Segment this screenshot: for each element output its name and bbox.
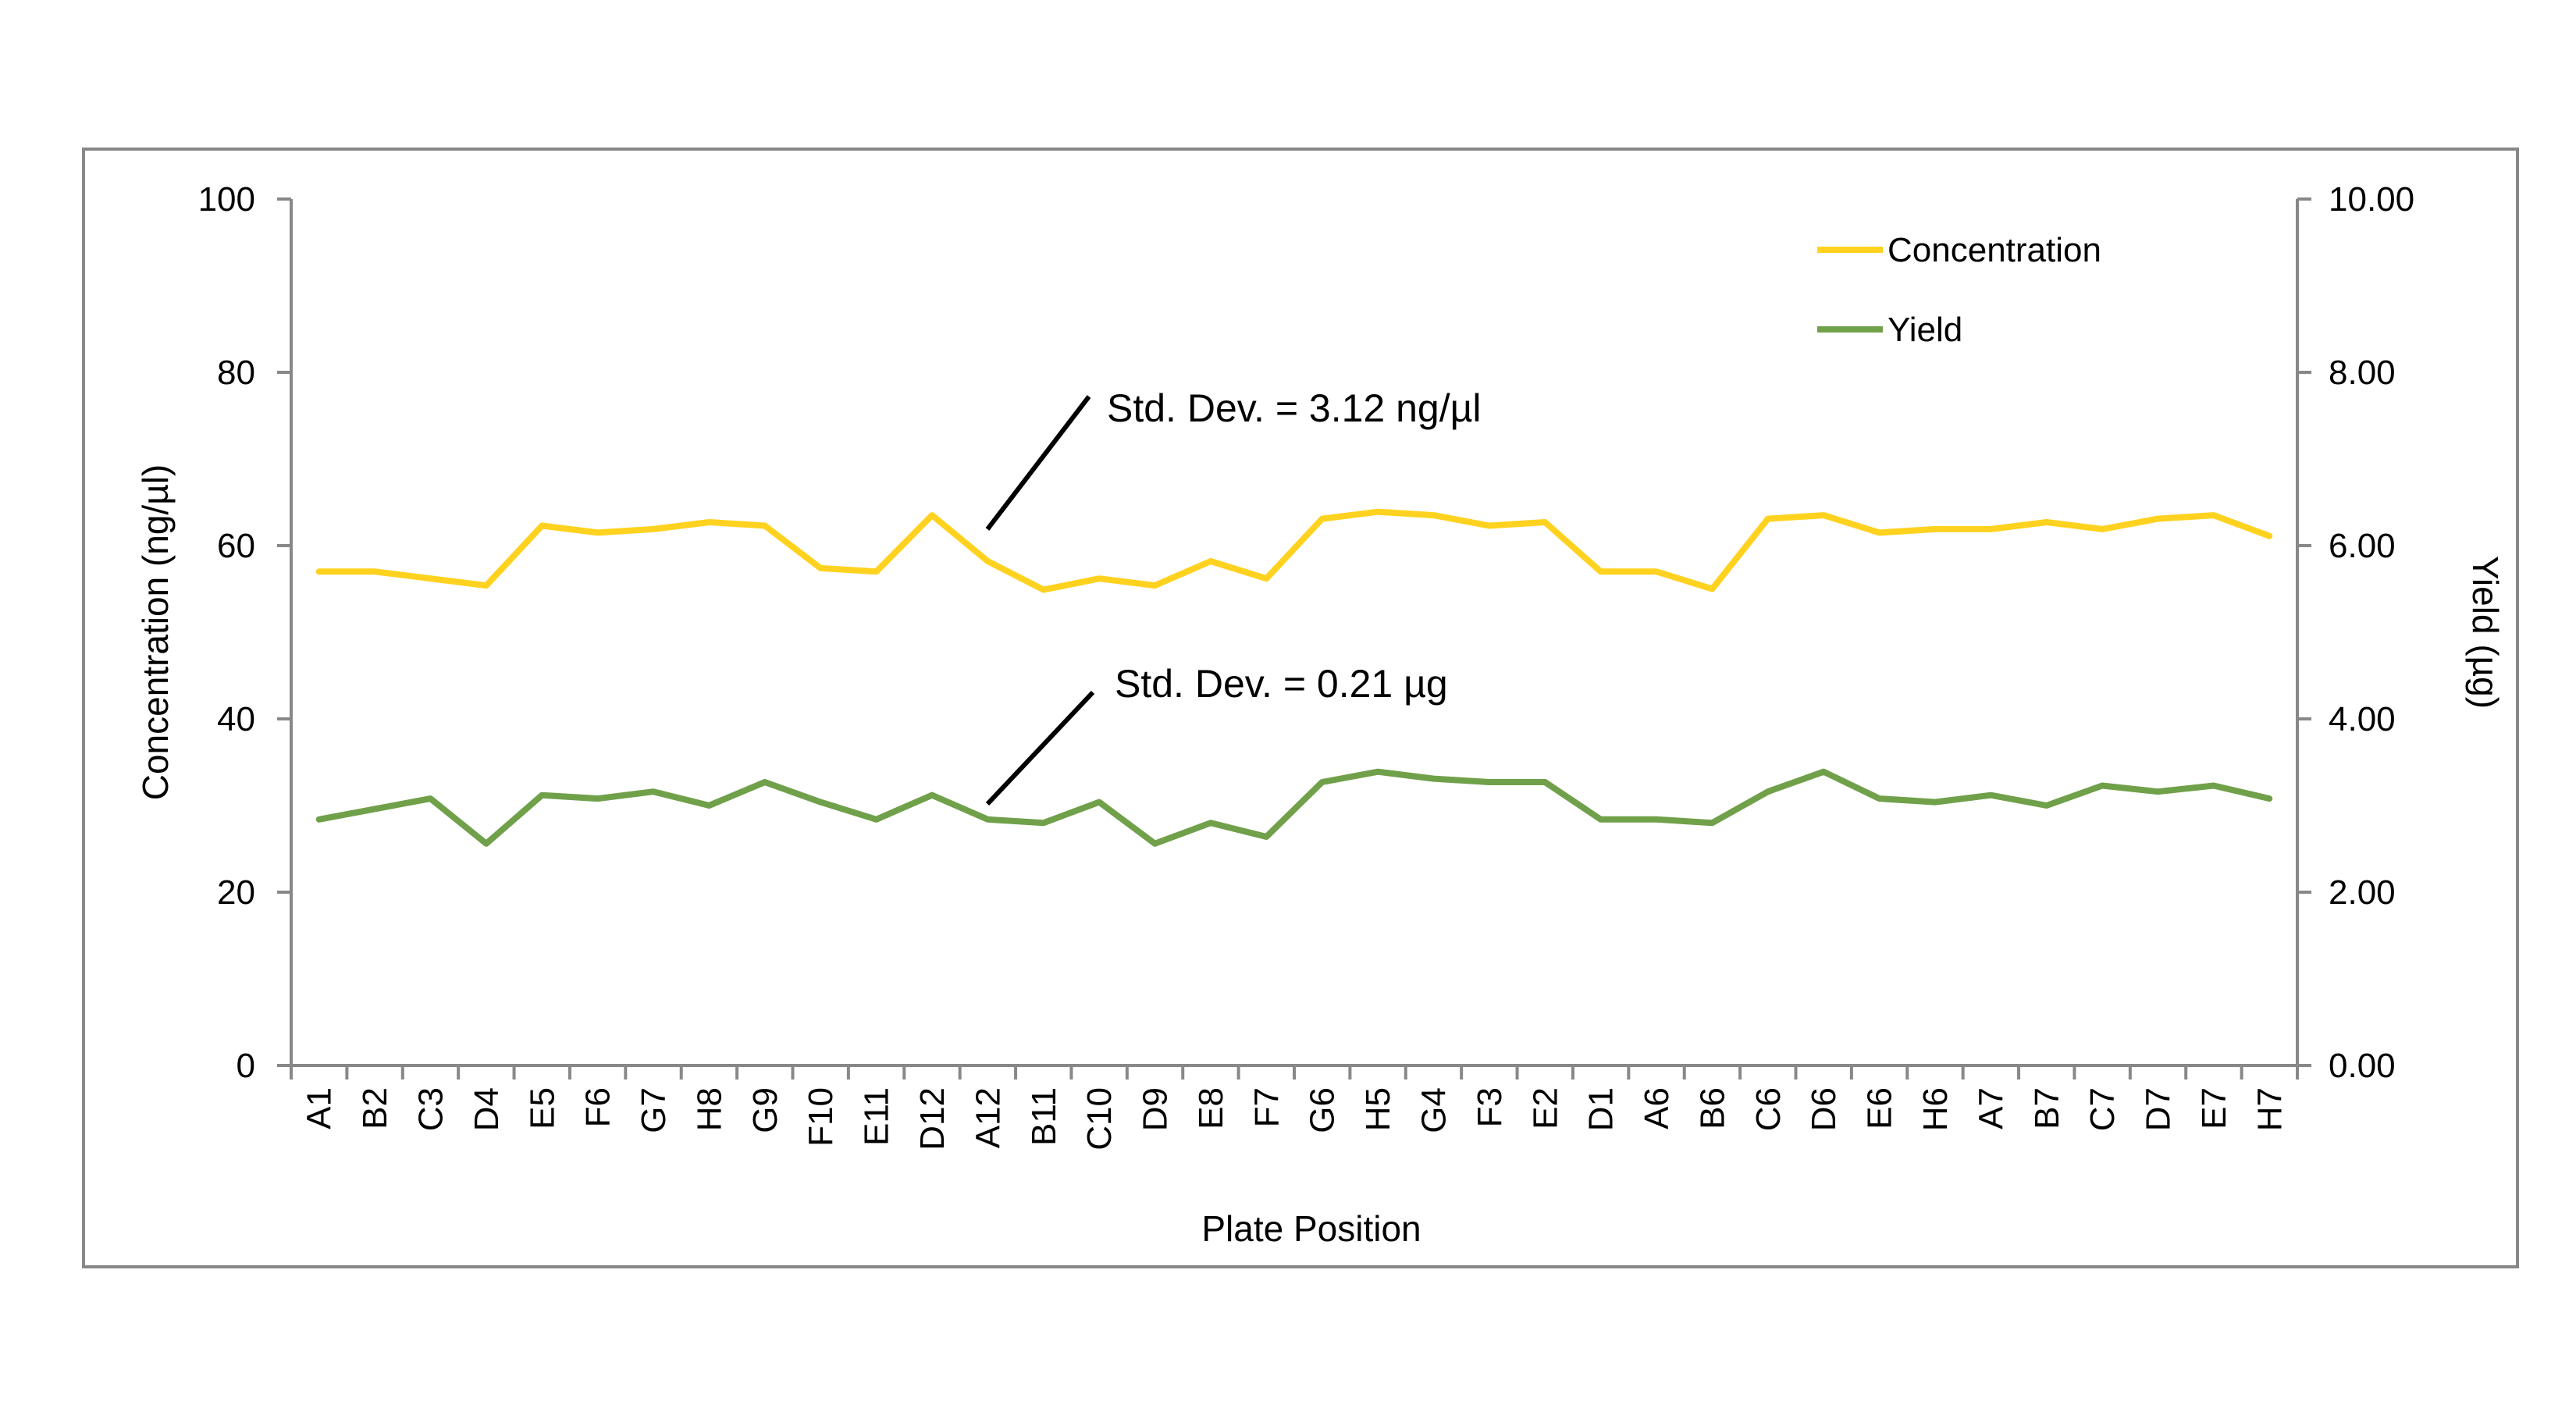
x-tick-label: B2: [356, 1087, 394, 1129]
x-tick-label: B11: [1025, 1087, 1063, 1146]
x-tick-label: E8: [1192, 1087, 1230, 1129]
x-tick-label: D1: [1582, 1087, 1621, 1131]
left-y-tick-label: 60: [217, 527, 255, 565]
series-line-concentration: [315, 508, 2273, 593]
x-tick-label: C10: [1080, 1087, 1119, 1151]
x-tick-label: C7: [2083, 1087, 2122, 1131]
right-y-axis-title: Yield (µg): [2465, 556, 2506, 709]
x-tick-label: B7: [2028, 1087, 2066, 1129]
x-tick-label: F10: [802, 1087, 840, 1147]
left-y-tick-label: 40: [217, 700, 255, 738]
x-tick-label: C3: [411, 1087, 450, 1131]
x-tick-label: G9: [746, 1087, 785, 1133]
x-tick-label: A12: [969, 1087, 1007, 1148]
x-tick-label: A7: [1972, 1087, 2010, 1129]
right-y-tick-label: 10.00: [2329, 180, 2414, 219]
x-tick-label: G6: [1304, 1087, 1342, 1133]
legend: Concentration Yield: [1817, 231, 2101, 349]
x-tick-label: H6: [1916, 1087, 1955, 1131]
left-y-tick-label: 0: [237, 1047, 255, 1085]
left-y-ticks: 0 20 40 60 80 100: [198, 180, 291, 1085]
annotation-yield-stddev: Std. Dev. = 0.21 µg: [1115, 662, 1448, 706]
annotation-leader-yield: [985, 690, 1095, 806]
x-tick-label: F6: [579, 1087, 617, 1127]
x-tick-label: E11: [858, 1087, 896, 1146]
right-y-tick-label: 4.00: [2329, 700, 2396, 738]
x-tick-label: E7: [2195, 1087, 2233, 1129]
x-tick-label: D7: [2140, 1087, 2178, 1131]
x-tick-label: A1: [301, 1087, 339, 1129]
x-ticks: A1 B2 C3 D4 E5 F6 G7 H8 G9 F10 E11 D12 A12 B11 C10 D9 E8…: [290, 1065, 2299, 1151]
right-y-ticks: 0.00 2.00 4.00 6.00 8.00 10.00: [2297, 180, 2414, 1085]
right-y-tick-label: 6.00: [2329, 527, 2396, 565]
right-y-tick-label: 2.00: [2329, 873, 2396, 912]
x-tick-label: F3: [1471, 1087, 1509, 1127]
annotation-leader-concentration: [985, 395, 1091, 531]
x-tick-label: H5: [1359, 1087, 1397, 1131]
x-tick-label: B6: [1693, 1087, 1731, 1129]
series-line-yield: [315, 768, 2273, 847]
right-y-tick-label: 0.00: [2329, 1047, 2396, 1085]
right-y-tick-label: 8.00: [2329, 354, 2396, 392]
x-tick-label: D6: [1805, 1087, 1843, 1131]
series-layer: [315, 508, 2273, 847]
x-tick-label: H7: [2250, 1087, 2289, 1131]
left-y-tick-label: 100: [198, 180, 255, 219]
x-tick-label: G7: [635, 1087, 673, 1133]
left-y-tick-label: 20: [217, 873, 255, 912]
annotations: Std. Dev. = 3.12 ng/µl Std. Dev. = 0.21 …: [985, 386, 1482, 806]
left-y-axis-title: Concentration (ng/µl): [135, 464, 176, 801]
legend-label-yield: Yield: [1888, 311, 1962, 349]
x-tick-label: E5: [523, 1087, 561, 1129]
chart-border: [82, 148, 2519, 1268]
x-tick-label: D9: [1137, 1087, 1175, 1131]
x-tick-label: E2: [1526, 1087, 1564, 1129]
legend-label-concentration: Concentration: [1888, 231, 2101, 269]
x-tick-label: F7: [1247, 1087, 1286, 1127]
x-tick-label: E6: [1861, 1087, 1899, 1129]
x-tick-label: D4: [468, 1087, 506, 1131]
x-tick-label: G4: [1414, 1087, 1453, 1133]
x-tick-label: D12: [913, 1087, 952, 1151]
left-y-tick-label: 80: [217, 354, 255, 392]
x-tick-label: H8: [690, 1087, 728, 1131]
x-tick-label: C6: [1749, 1087, 1788, 1131]
x-axis-title: Plate Position: [1201, 1208, 1421, 1249]
x-tick-label: A6: [1638, 1087, 1676, 1129]
annotation-concentration-stddev: Std. Dev. = 3.12 ng/µl: [1107, 386, 1482, 430]
